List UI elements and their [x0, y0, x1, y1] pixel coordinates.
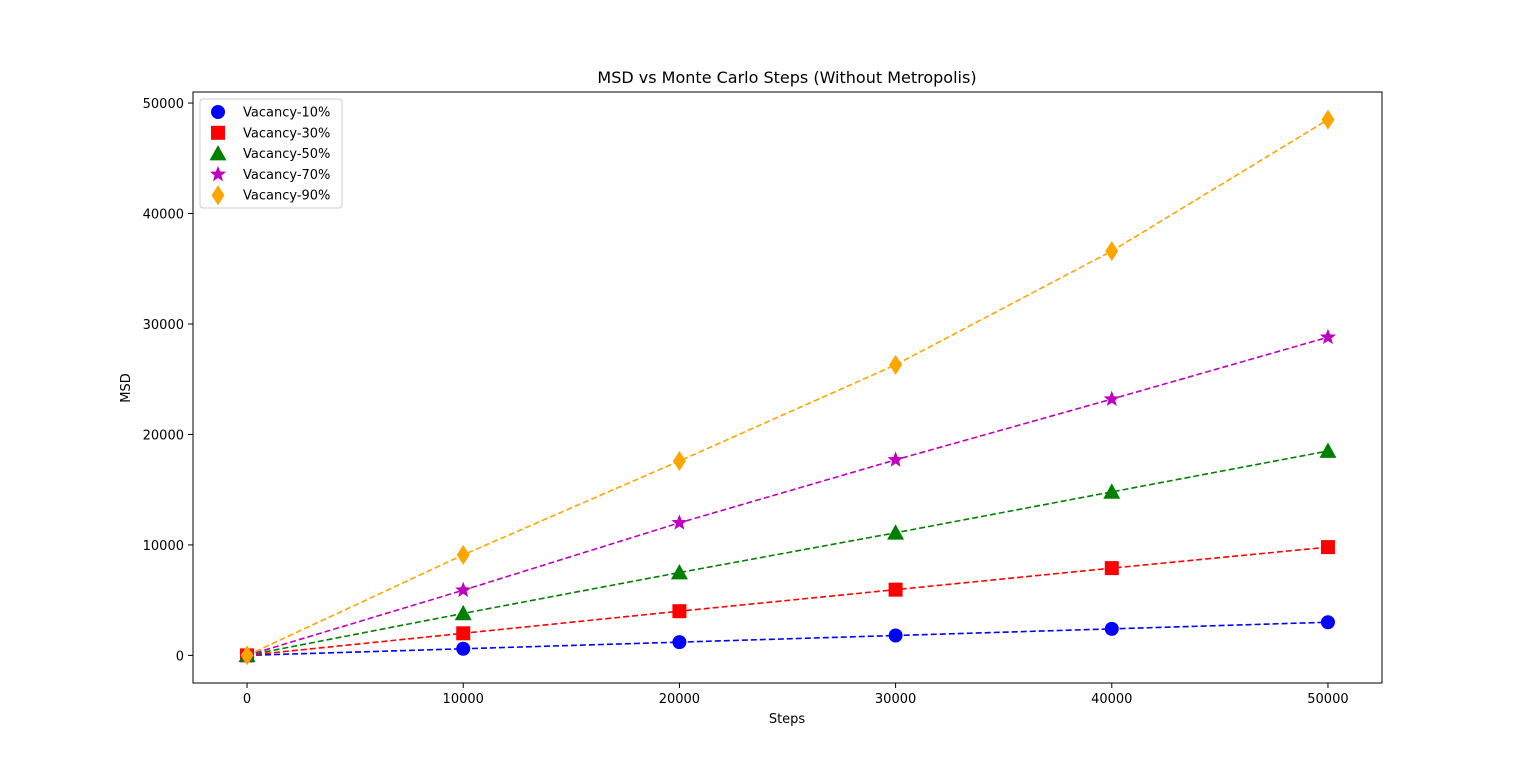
legend-marker [209, 145, 227, 161]
legend-box [199, 98, 343, 209]
data-point [456, 626, 471, 641]
x-tick-label: 20000 [659, 692, 700, 707]
data-point [240, 645, 254, 666]
data-point [1320, 540, 1335, 555]
legend-label: Vacancy-90% [243, 189, 330, 204]
data-point [672, 604, 687, 619]
y-tick-label: 30000 [143, 318, 184, 333]
chart-title: MSD vs Monte Carlo Steps (Without Metrop… [597, 68, 976, 87]
data-point [1104, 621, 1119, 636]
x-tick-label: 40000 [1091, 692, 1132, 707]
data-point [456, 641, 471, 656]
legend-marker [209, 165, 227, 182]
legend-label: Vacancy-10% [243, 106, 330, 121]
legend: Vacancy-10% Vacancy-30% Vacancy-50% Vacancy… [199, 98, 343, 209]
x-tick-label: 0 [243, 692, 251, 707]
data-point [888, 628, 903, 643]
series-line-2 [246, 546, 1329, 657]
legend-label: Vacancy-50% [243, 147, 330, 162]
legend-marker [211, 125, 225, 140]
axes-frame [192, 91, 1383, 684]
x-tick-label: 50000 [1307, 692, 1348, 707]
data-point [670, 564, 688, 580]
data-point [454, 604, 472, 621]
data-point [1320, 615, 1335, 630]
data-point [1321, 109, 1335, 130]
data-point [672, 450, 686, 471]
y-tick-label: 10000 [143, 539, 184, 554]
x-axis-ticks: 0 10000 20000 30000 40000 50000 [243, 683, 1349, 707]
data-point [671, 514, 688, 530]
y-axis-label: MSD [119, 373, 134, 402]
series-line-3 [246, 450, 1329, 657]
y-axis-ticks: 0 10000 20000 30000 40000 50000 [143, 97, 193, 664]
data-point [1319, 328, 1337, 345]
x-tick-label: 30000 [875, 692, 916, 707]
data-point [456, 544, 470, 565]
data-point [1319, 442, 1337, 458]
data-point [887, 524, 905, 540]
plot-area [238, 109, 1337, 666]
legend-label: Vacancy-30% [243, 126, 330, 141]
legend-marker [211, 185, 225, 206]
data-point [455, 581, 472, 598]
y-tick-label: 20000 [143, 428, 184, 443]
x-axis-label: Steps [769, 712, 806, 727]
data-point [1104, 561, 1119, 576]
data-point [889, 354, 903, 375]
legend-label: Vacancy-70% [243, 168, 330, 183]
data-point [1105, 241, 1119, 262]
x-tick-label: 10000 [443, 692, 484, 707]
data-point [672, 635, 687, 650]
y-tick-label: 50000 [143, 97, 184, 112]
y-tick-label: 0 [176, 649, 184, 664]
series-line-5 [246, 118, 1329, 657]
legend-marker [211, 105, 225, 119]
data-point [888, 582, 903, 597]
data-point [887, 451, 904, 467]
series-line-4 [246, 336, 1329, 657]
data-point [1103, 390, 1120, 406]
series-line-1 [247, 621, 1328, 657]
y-tick-label: 40000 [143, 208, 184, 223]
data-point [1103, 483, 1121, 499]
